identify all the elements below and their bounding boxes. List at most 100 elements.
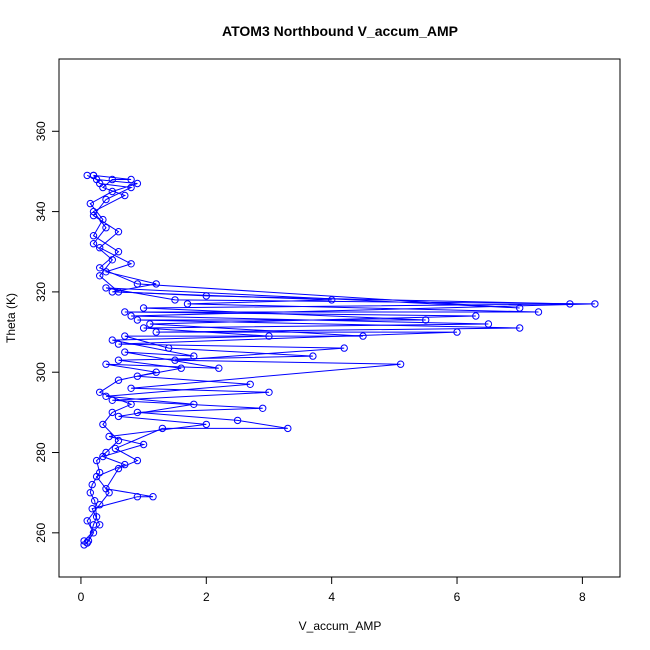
data-point — [566, 300, 574, 308]
data-point — [89, 240, 98, 248]
data-point — [133, 493, 142, 501]
data-point — [111, 444, 120, 453]
data-point — [96, 272, 104, 280]
y-axis: 260 280 300 320 340 360 — [34, 121, 60, 543]
data-point — [121, 460, 129, 469]
data-point — [84, 537, 93, 545]
data-point — [96, 388, 104, 396]
data-point — [108, 187, 117, 196]
data-point — [177, 364, 185, 372]
data-point — [259, 404, 267, 412]
data-series — [80, 171, 599, 549]
data-point — [108, 408, 117, 417]
data-point — [146, 320, 154, 328]
data-point — [89, 232, 98, 240]
data-point — [396, 360, 405, 368]
data-point — [133, 316, 142, 324]
plot-area-frame — [58, 58, 621, 578]
data-point — [453, 328, 461, 336]
data-point — [149, 493, 157, 501]
data-point — [265, 388, 273, 396]
data-point — [133, 179, 142, 188]
data-point — [284, 424, 292, 433]
data-point — [516, 324, 524, 332]
y-tick-label: 260 — [34, 522, 48, 542]
plot-area — [80, 171, 599, 549]
data-point — [102, 360, 110, 368]
y-tick-label: 300 — [34, 362, 48, 382]
data-point — [127, 175, 135, 184]
data-point — [114, 412, 123, 421]
data-point — [86, 489, 95, 497]
data-point — [121, 191, 129, 200]
data-point — [165, 344, 173, 352]
data-point — [309, 352, 317, 360]
data-point — [88, 505, 96, 513]
data-point — [99, 452, 107, 461]
y-tick-label: 360 — [34, 121, 48, 141]
data-point — [139, 440, 148, 449]
data-point — [96, 501, 104, 509]
data-point — [152, 280, 160, 288]
data-point — [105, 432, 113, 441]
data-point — [121, 348, 129, 356]
data-point — [92, 456, 101, 465]
data-point — [105, 489, 113, 497]
data-point — [114, 376, 123, 384]
series-line — [83, 174, 570, 542]
data-point — [114, 356, 123, 364]
data-point — [88, 480, 96, 489]
x-tick-label: 8 — [579, 590, 586, 604]
data-point — [127, 183, 135, 192]
data-point — [190, 400, 198, 408]
chart-title: ATOM3 Northbound V_accum_AMP — [222, 23, 458, 39]
x-tick-label: 0 — [78, 590, 85, 604]
data-point — [108, 175, 117, 184]
data-point — [89, 211, 98, 220]
data-point — [102, 224, 110, 232]
data-point — [91, 497, 99, 505]
data-point — [233, 416, 242, 425]
data-point — [340, 344, 348, 352]
data-point — [102, 268, 110, 276]
data-point — [121, 332, 129, 340]
data-point — [114, 340, 123, 348]
data-point — [472, 312, 480, 320]
data-point — [215, 364, 223, 372]
data-point — [102, 195, 110, 204]
data-series — [83, 171, 543, 547]
data-point — [121, 308, 129, 316]
data-point — [114, 436, 123, 445]
y-axis-label: Theta (K) — [4, 293, 18, 343]
data-point — [108, 288, 117, 296]
data-point — [591, 300, 599, 308]
data-point — [92, 472, 101, 481]
data-point — [171, 296, 179, 304]
data-point — [108, 256, 117, 264]
data-series — [80, 171, 574, 545]
x-tick-label: 6 — [454, 590, 461, 604]
data-point — [183, 300, 192, 308]
data-point — [359, 332, 367, 340]
data-point — [114, 228, 123, 236]
data-point — [127, 384, 135, 392]
data-point — [139, 324, 148, 332]
data-point — [534, 308, 543, 316]
data-point — [108, 336, 117, 344]
data-point — [102, 392, 110, 400]
data-point — [96, 244, 104, 252]
data-point — [83, 539, 91, 547]
data-point — [83, 517, 91, 525]
data-point — [86, 199, 95, 208]
data-point — [92, 513, 101, 521]
data-point — [89, 171, 98, 180]
data-point — [96, 264, 104, 272]
x-tick-label: 4 — [328, 590, 335, 604]
data-point — [127, 260, 135, 268]
y-tick-label: 320 — [34, 282, 48, 302]
data-point — [96, 179, 104, 188]
data-point — [328, 296, 336, 304]
data-point — [202, 420, 211, 429]
data-point — [158, 424, 167, 433]
